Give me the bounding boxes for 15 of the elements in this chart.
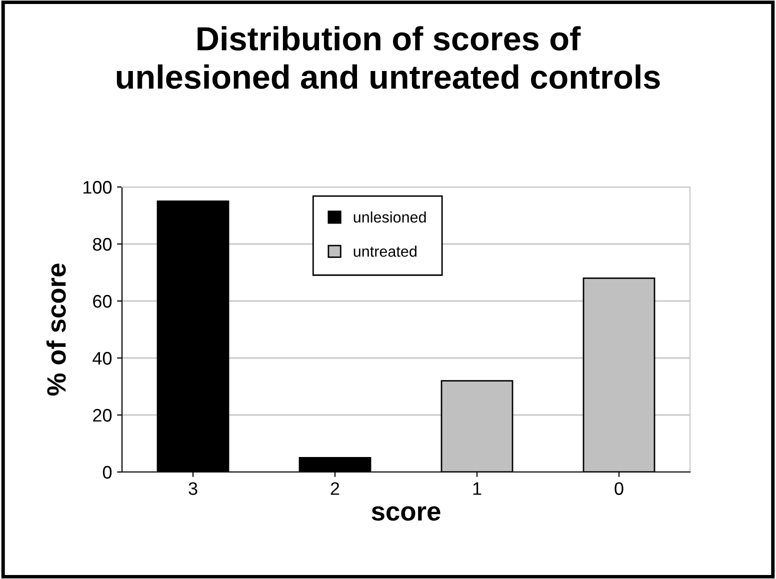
x-tick-label: 3 [188, 482, 198, 495]
y-tick-label: 40 [92, 352, 112, 365]
y-tick-label: 60 [93, 294, 112, 308]
x-tick-label: 1 [473, 482, 482, 495]
legend-label: unlesioned [354, 211, 426, 223]
y-tick-label: 0 [102, 466, 112, 479]
y-tick-label: 20 [93, 408, 112, 422]
x-tick-label: 0 [614, 482, 624, 495]
y-tick-label: 80 [92, 238, 112, 251]
y-axis-title: % of score [46, 264, 66, 396]
chart-title: Distribution of scores of unlesioned and untreated controls [116, 26, 660, 89]
x-tick-label: 2 [330, 482, 340, 495]
y-tick-label: 100 [84, 180, 112, 194]
x-axis-title: score [372, 506, 440, 521]
legend-label: untreated [354, 246, 416, 257]
